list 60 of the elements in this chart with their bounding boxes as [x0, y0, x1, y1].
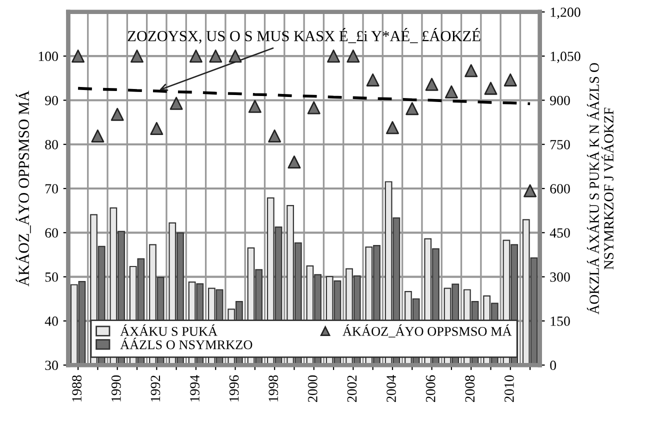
point	[150, 122, 164, 135]
y2-tick-label: 300	[550, 272, 570, 282]
legend-label: ÁKÁOZ_ÁYO OPPSMSO MÁ	[342, 324, 512, 338]
y-tick-label: 60	[45, 228, 58, 238]
x-tick-label: 1996	[229, 375, 239, 402]
x-tick-label: 2010	[504, 375, 514, 402]
x-tick-label: 2006	[426, 375, 436, 402]
point	[248, 100, 262, 113]
point	[425, 78, 438, 91]
annotation: ZOZOYSX, US O S MUS KASX É_£i Y*AÉ_ £ÁOKZÉ	[128, 28, 480, 44]
x-tick-label: 1994	[190, 375, 200, 402]
x-tick-label: 2000	[308, 375, 318, 402]
line-series	[76, 86, 532, 106]
y-tick-label: 80	[45, 140, 58, 150]
point	[327, 50, 340, 63]
point	[209, 50, 222, 63]
y-axis-title: ÁKÁOZ_ÁYO OPPSMSO MÁ	[16, 90, 31, 286]
point	[406, 102, 419, 116]
x-tick-label: 2004	[386, 375, 396, 402]
point	[268, 129, 282, 142]
point	[288, 156, 301, 169]
y2-tick-label: 150	[550, 316, 570, 326]
point	[72, 50, 85, 63]
x-tick-label: 1992	[150, 376, 160, 402]
y2-tick-label: 1,200	[550, 8, 580, 19]
point	[484, 82, 498, 95]
point	[524, 184, 537, 198]
point	[386, 121, 399, 134]
x-tick-label: 1990	[111, 375, 121, 402]
y2-tick-label: 450	[550, 228, 570, 238]
x-tick-label: 1988	[72, 375, 82, 402]
y2-axis-title: ÁOKZLÁ ÁXÁKU S PUKÁ K N ÁÁZLS O NSYMRKZOF J VÉÁOKZF	[586, 63, 614, 314]
legend-label: ÁÁZLS O NSYMRKZO	[120, 338, 252, 350]
y2-tick-label: 900	[550, 96, 570, 106]
point	[307, 101, 320, 114]
y-tick-label: 30	[45, 360, 58, 370]
point	[346, 50, 360, 63]
x-tick-label: 2002	[347, 376, 357, 402]
point	[444, 85, 458, 98]
y-tick-label: 50	[45, 272, 58, 282]
point	[504, 73, 517, 86]
legend-label: ÁXÁKU S PUKÁ	[120, 324, 218, 336]
point	[91, 129, 104, 142]
point	[110, 108, 124, 121]
point	[189, 50, 202, 63]
point	[228, 50, 242, 63]
point	[366, 73, 380, 86]
point	[130, 50, 144, 63]
y-tick-label: 40	[44, 316, 58, 326]
y2-tick-label: 1,050	[550, 52, 580, 64]
y2-tick-label: 0	[550, 360, 556, 370]
y2-tick-label: 750	[550, 140, 570, 150]
point	[170, 96, 183, 110]
y2-tick-label: 600	[550, 184, 570, 194]
x-tick-label: 1998	[268, 375, 278, 402]
y-tick-label: 90	[45, 96, 58, 106]
y-tick-label: 100	[38, 52, 58, 62]
x-tick-label: 2008	[465, 375, 475, 402]
point	[464, 64, 478, 78]
y-tick-label: 70	[46, 184, 58, 194]
